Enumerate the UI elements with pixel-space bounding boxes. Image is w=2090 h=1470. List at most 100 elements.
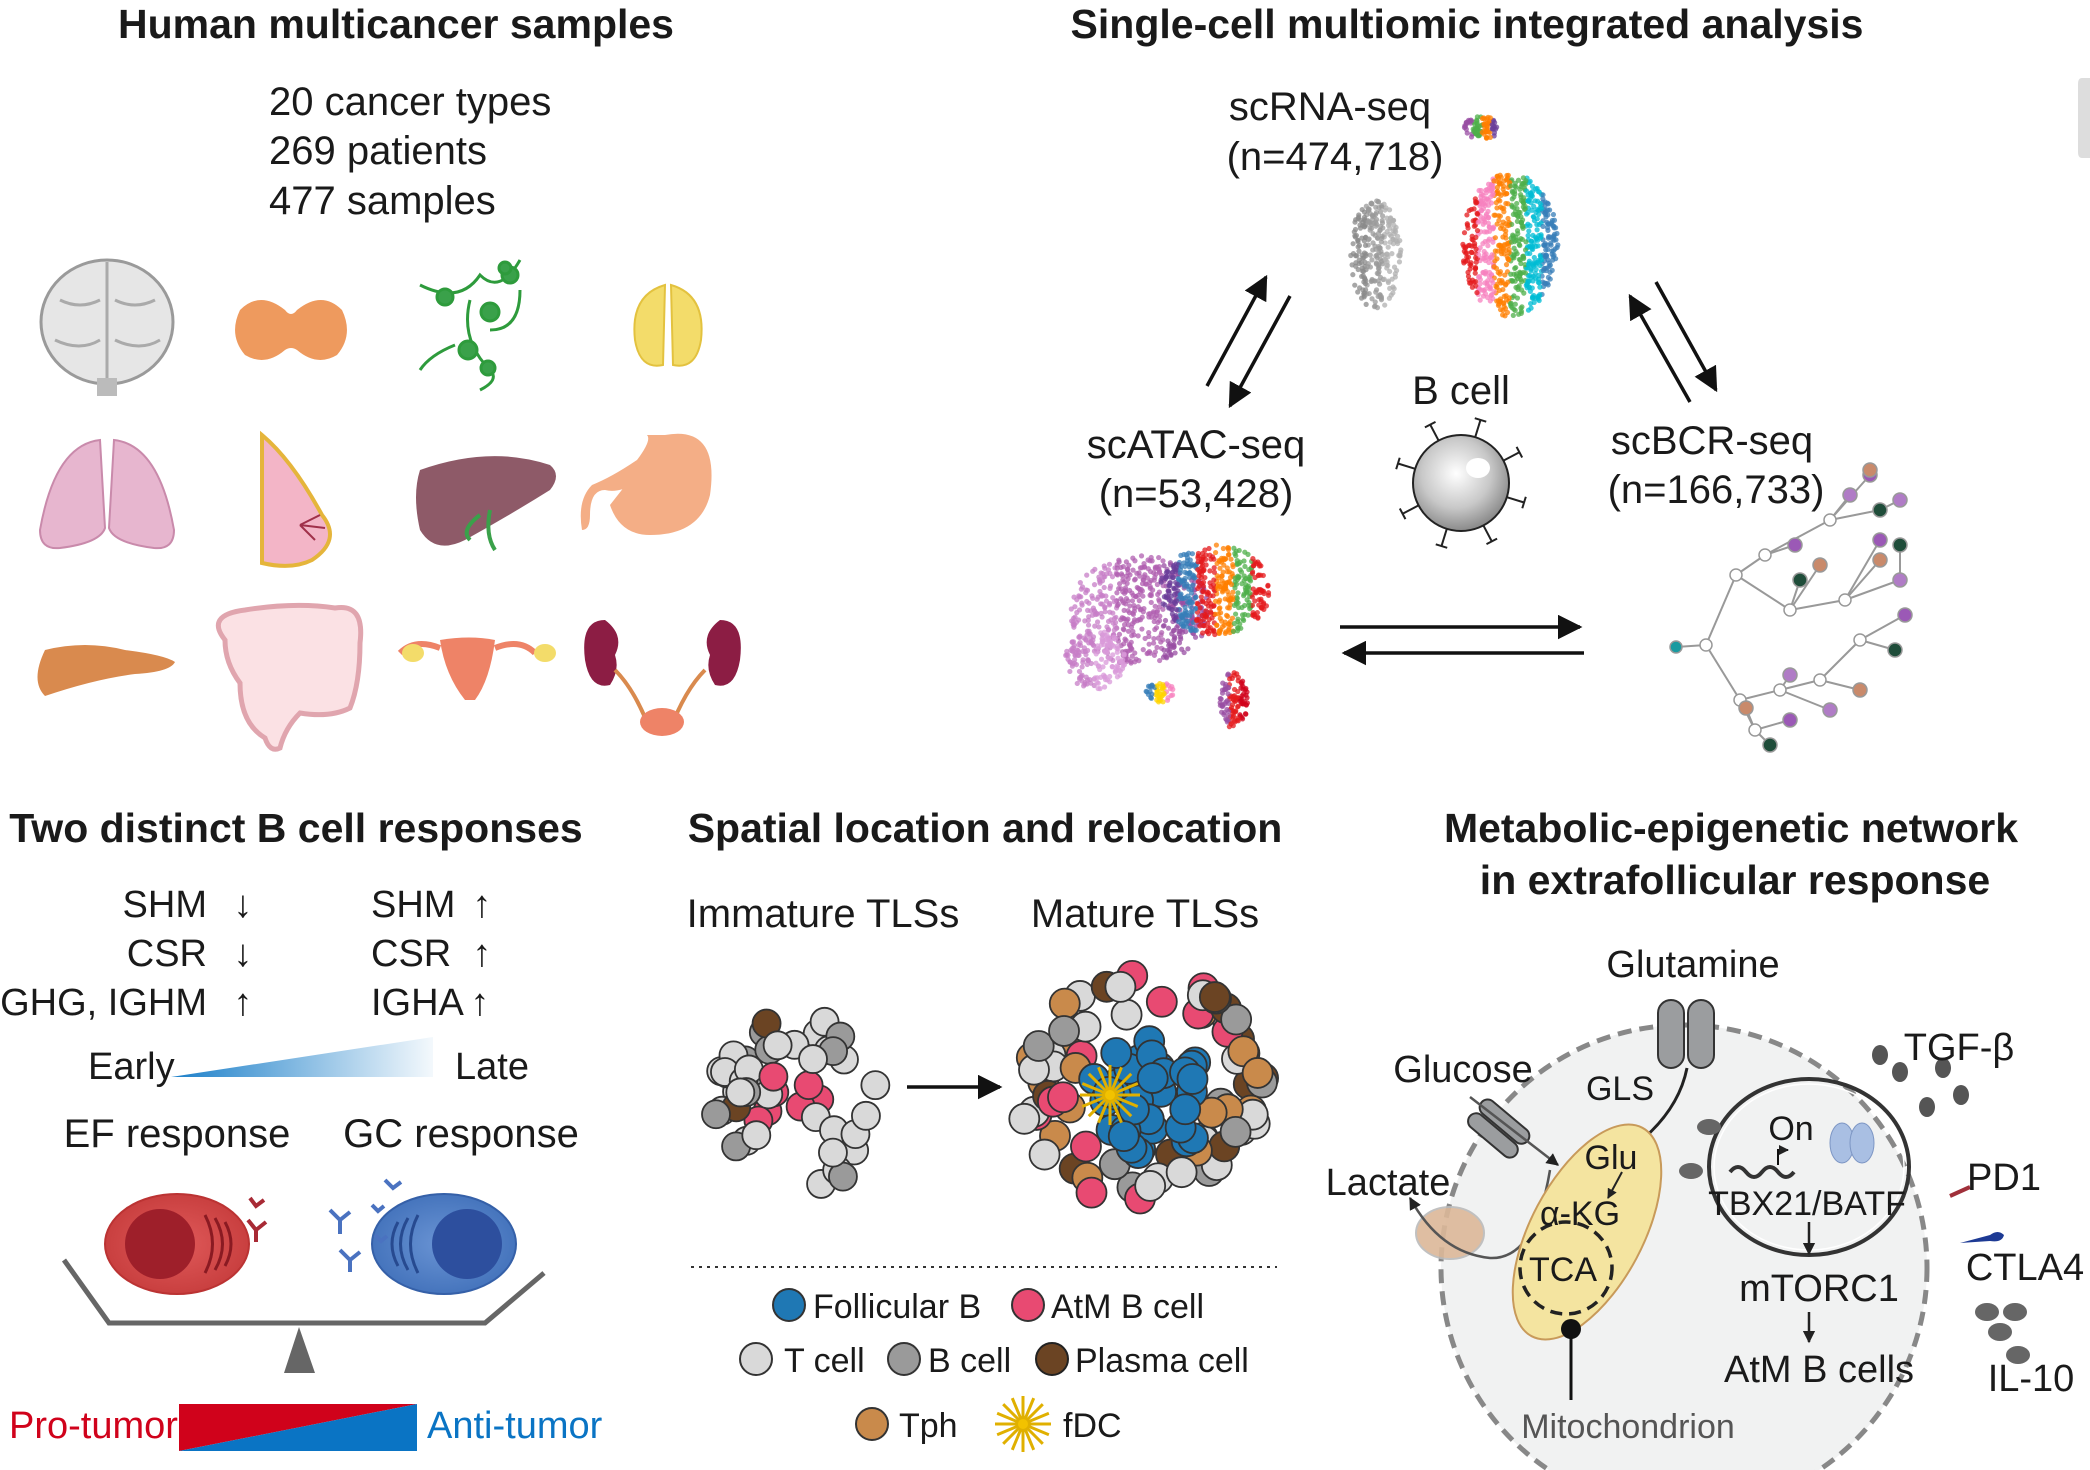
umap-point (1246, 566, 1252, 573)
umap-point (1523, 239, 1529, 245)
umap-point (1225, 691, 1231, 697)
umap-point (1222, 630, 1228, 636)
umap-point (1474, 211, 1481, 217)
up-arrow-icon: ↑ (473, 933, 492, 975)
umap-point (1356, 257, 1362, 263)
umap-point (1350, 241, 1356, 247)
lymph-node-icon (418, 259, 522, 392)
umap-point (1352, 282, 1358, 288)
atm-b-cell (1145, 985, 1178, 1018)
umap-point (1235, 616, 1241, 622)
umap-point (1506, 295, 1512, 301)
umap-point (1528, 238, 1535, 244)
t-cell (1134, 1170, 1167, 1202)
umap-point (1493, 283, 1499, 289)
umap-point (1465, 273, 1472, 279)
umap-point (1174, 624, 1180, 631)
umap-point (1491, 130, 1498, 136)
umap-point (1159, 575, 1165, 581)
umap-point (1498, 192, 1504, 198)
umap-point (1107, 609, 1113, 615)
umap-point (1502, 272, 1508, 278)
tree-node (1787, 537, 1803, 553)
umap-point (1366, 236, 1372, 242)
umap-point (1220, 624, 1226, 630)
umap-point (1490, 239, 1496, 245)
umap-point (1475, 219, 1481, 225)
umap-point (1151, 640, 1157, 646)
scrna-umap (1348, 114, 1561, 319)
tree-edge (1789, 599, 1846, 611)
umap-point (1369, 257, 1375, 263)
umap-point (1204, 591, 1211, 597)
umap-point (1545, 282, 1551, 288)
umap-point (1490, 122, 1496, 128)
umap-point (1184, 555, 1191, 561)
umap-point (1518, 260, 1524, 267)
liver-icon (416, 456, 556, 552)
tgf-beta-label: TGF-β (1904, 1027, 2015, 1069)
umap-point (1228, 721, 1234, 727)
umap-point (1498, 174, 1504, 180)
down-arrow-icon: ↓ (234, 933, 253, 975)
umap-point (1464, 250, 1470, 256)
tree-node (1748, 723, 1762, 737)
follicular-b-cell (1136, 1062, 1169, 1094)
tree-node (1853, 633, 1867, 647)
umap-point (1213, 542, 1219, 548)
umap-point (1517, 242, 1523, 249)
umap-point (1168, 692, 1174, 699)
glutamine-label: Glutamine (1606, 944, 1779, 986)
umap-point (1105, 635, 1112, 641)
umap-point (1258, 572, 1264, 578)
umap-point (1241, 698, 1247, 704)
kidney-icon (584, 620, 741, 736)
umap-point (1172, 591, 1178, 597)
umap-point (1503, 262, 1510, 268)
umap-point (1368, 221, 1375, 228)
umap-point (1121, 579, 1127, 585)
umap-point (1210, 593, 1216, 599)
feature-label: IGHA (371, 982, 465, 1024)
umap-point (1240, 686, 1246, 692)
tca-label: TCA (1529, 1251, 1597, 1289)
umap-point (1099, 593, 1105, 599)
umap-point (1230, 594, 1236, 600)
umap-point (1510, 189, 1516, 196)
umap-point (1361, 214, 1368, 220)
umap-point (1371, 304, 1378, 310)
tree-node (1762, 737, 1778, 753)
umap-point (1084, 572, 1090, 578)
umap-point (1474, 290, 1480, 296)
umap-point (1212, 631, 1218, 638)
tree-edge (1789, 564, 1821, 611)
umap-point (1122, 622, 1128, 628)
umap-point (1209, 628, 1215, 634)
umap-point (1398, 247, 1404, 253)
umap-point (1242, 549, 1248, 555)
umap-point (1514, 295, 1521, 301)
glu-label: Glu (1585, 1139, 1638, 1177)
umap-point (1071, 621, 1078, 628)
time-wedge (171, 1037, 433, 1077)
umap-point (1174, 581, 1180, 587)
umap-point (1212, 598, 1219, 604)
umap-point (1129, 632, 1135, 639)
umap-point (1231, 693, 1238, 699)
umap-point (1349, 262, 1355, 268)
umap-point (1120, 663, 1126, 669)
tree-node (1838, 593, 1852, 607)
umap-point (1187, 596, 1193, 602)
umap-point (1379, 218, 1385, 224)
umap-point (1538, 206, 1545, 212)
umap-point (1095, 685, 1101, 692)
umap-point (1252, 589, 1258, 595)
umap-point (1130, 611, 1137, 618)
umap-point (1136, 658, 1142, 664)
umap-point (1250, 563, 1257, 569)
umap-point (1148, 599, 1154, 606)
umap-point (1387, 215, 1394, 221)
umap-point (1396, 259, 1403, 265)
umap-point (1166, 642, 1172, 649)
umap-point (1101, 584, 1107, 591)
